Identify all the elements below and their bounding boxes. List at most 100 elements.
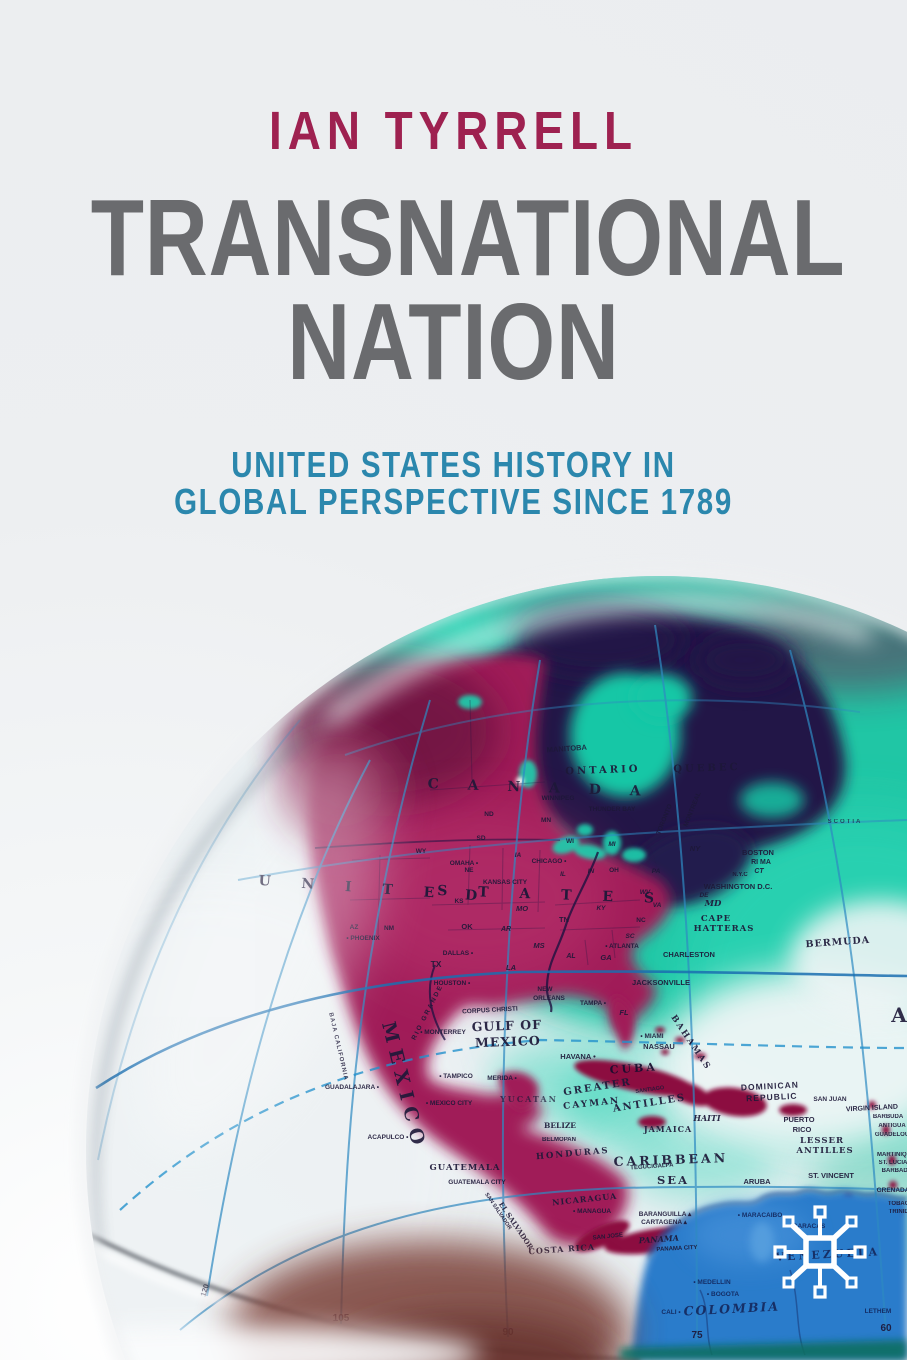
map-label: GUATEMALA: [430, 1163, 501, 1173]
map-label: • MEDELLIN: [693, 1279, 731, 1286]
map-label: GULF OF: [471, 1017, 542, 1034]
map-label: ANTIGUA: [878, 1123, 906, 1129]
map-label: COLOMBIA: [683, 1298, 780, 1318]
map-label: MS: [533, 941, 544, 950]
map-label: • CARACAS: [789, 1223, 826, 1230]
map-label: NC: [636, 917, 646, 924]
map-label: BARANGUILLA ▴: [639, 1211, 692, 1218]
map-label: WI: [566, 838, 574, 845]
map-label: • ATLANTA: [605, 943, 639, 950]
map-label: TRINIDAD: [889, 1209, 907, 1215]
map-label: LESSER: [800, 1136, 844, 1146]
palgrave-compass-logo: [773, 1205, 867, 1299]
map-label: CAPE: [701, 914, 731, 924]
subtitle-line-1: UNITED STATES HISTORY IN: [231, 444, 676, 485]
map-label: PANAMA CITY: [656, 1245, 697, 1253]
map-label: ST. LUCIA: [879, 1160, 907, 1166]
map-label: SCOTIA: [828, 819, 863, 825]
globe-map: MANITOBA ONTARIO QUEBEC C A N A D AWINNIPEG…: [86, 576, 907, 1360]
map-label: TEGUCIGALPA: [630, 1162, 674, 1171]
author-name: IAN TYRRELL: [269, 101, 638, 161]
map-label: JAMAICA: [643, 1124, 692, 1134]
map-label: OK: [461, 922, 473, 931]
map-label: GUATEMALA CITY: [448, 1179, 506, 1186]
map-label: NEW: [537, 986, 553, 993]
map-label: CARTAGENA ▴: [641, 1219, 688, 1226]
map-label: MARTINIQUE: [877, 1152, 907, 1158]
map-label: DE: [699, 892, 709, 899]
map-label: THUNDER BAY: [589, 806, 636, 813]
map-label: MEXICO: [475, 1033, 541, 1050]
map-label: A: [890, 1003, 907, 1027]
map-label: SANTIAGO: [635, 1085, 665, 1095]
map-label: FL: [619, 1008, 629, 1017]
map-label: ACAPULCO •: [368, 1134, 410, 1141]
map-label: IA: [515, 852, 522, 859]
map-label: ANTILLES: [795, 1146, 853, 1156]
map-label: YUCATAN: [499, 1094, 558, 1104]
map-label: COSTA RICA: [528, 1242, 595, 1257]
map-label: MERIDA •: [487, 1075, 517, 1082]
map-label: BARBUDA: [873, 1114, 904, 1120]
map-label: • TAMPICO: [439, 1073, 473, 1080]
map-label: AR: [500, 926, 511, 933]
map-label: VIRGIN ISLAND: [846, 1104, 898, 1114]
map-label: ARUBA: [743, 1177, 771, 1186]
map-label: N.Y.C: [732, 872, 748, 878]
map-label: MI: [608, 841, 615, 848]
map-label: • BOGOTA: [707, 1291, 739, 1298]
map-label: WASHINGTON D.C.: [704, 882, 773, 891]
map-label: OH: [609, 867, 619, 874]
map-label: • MIAMI: [640, 1033, 663, 1040]
map-label: TX: [431, 959, 442, 969]
map-label: BELIZE: [544, 1121, 576, 1130]
map-label: SAN JOSE: [592, 1232, 623, 1241]
map-label: WY: [416, 848, 427, 855]
map-label: TN: [559, 915, 569, 924]
map-label: CHICAGO •: [532, 858, 568, 865]
map-label: PUERTO: [783, 1115, 814, 1124]
map-label: GRENADA: [877, 1187, 907, 1194]
map-label: AL: [565, 953, 575, 960]
map-label: NM: [384, 925, 394, 932]
map-label: NE: [464, 867, 474, 874]
map-label: ORLEANS: [533, 995, 565, 1002]
map-label: GUADELOUPE: [875, 1132, 907, 1138]
map-label: • PHOENIX: [346, 935, 380, 942]
map-label: HAVANA •: [560, 1052, 596, 1061]
map-label: NY: [690, 844, 701, 853]
map-label: GUADALAJARA •: [325, 1084, 380, 1091]
map-label: BOSTON: [742, 848, 774, 857]
map-label: VA: [653, 902, 662, 909]
map-label: LETHEM: [865, 1308, 892, 1315]
map-label: MO: [516, 904, 528, 913]
globe-rim: [79, 569, 907, 1360]
map-label: TOBAGO: [888, 1201, 907, 1207]
map-label: MANITOBA: [546, 743, 587, 755]
map-label: JACKSONVILLE: [632, 978, 690, 987]
map-label: BARBADOS: [882, 1168, 907, 1174]
map-label: • MONTERREY: [420, 1029, 466, 1036]
title-line-1: TRANSNATIONAL: [90, 177, 846, 299]
map-label: CUBA: [609, 1060, 658, 1076]
map-label: SEA: [657, 1173, 689, 1187]
title-line-2: NATION: [287, 281, 620, 403]
map-label: • MARACAIBO: [738, 1212, 783, 1219]
map-label: DALLAS •: [443, 950, 474, 957]
map-label: HAITI: [692, 1113, 720, 1123]
map-label: C A N A D A: [427, 776, 652, 800]
map-label: CT: [754, 868, 764, 875]
map-label: MN: [541, 817, 551, 824]
map-label: 75: [691, 1330, 703, 1341]
map-label: OMAHA •: [450, 860, 479, 867]
map-label: IN: [588, 868, 595, 875]
map-label: LA: [506, 963, 516, 972]
map-label: SAN JUAN: [813, 1096, 847, 1103]
map-label: ONTARIO: [565, 764, 641, 778]
map-label: RICO: [793, 1125, 812, 1134]
map-label: CARIBBEAN: [613, 1150, 728, 1169]
map-label: • MEXICO CITY: [426, 1100, 473, 1107]
map-label: KY: [596, 905, 606, 912]
map-label: SD: [476, 835, 485, 842]
